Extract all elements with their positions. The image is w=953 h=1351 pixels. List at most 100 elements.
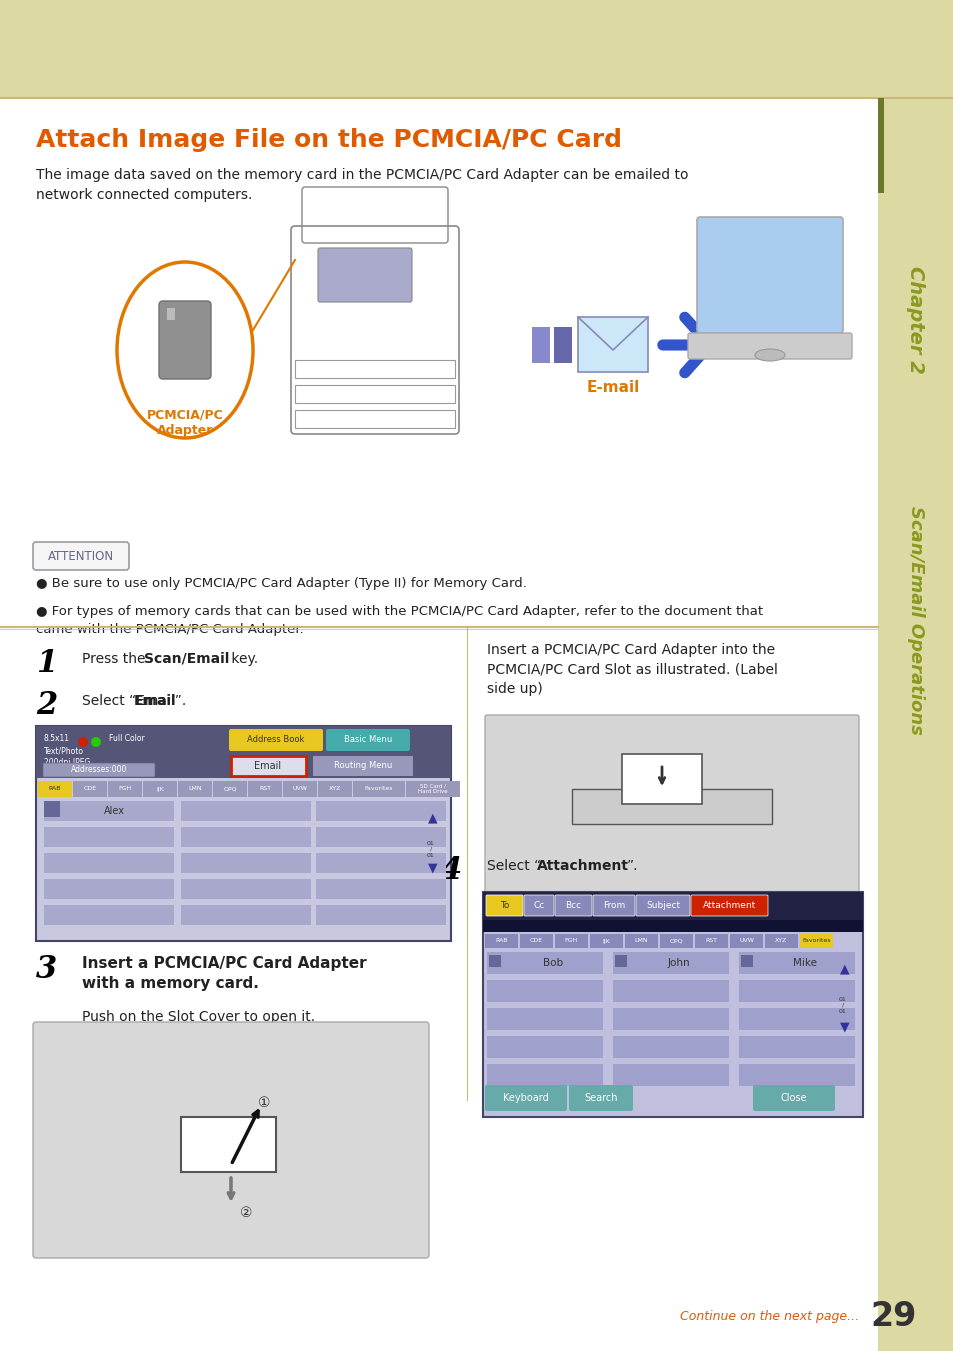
Bar bbox=[44, 801, 60, 817]
Text: Cc: Cc bbox=[533, 901, 544, 911]
Text: To: To bbox=[499, 901, 509, 911]
Bar bbox=[283, 781, 316, 797]
Bar bbox=[0, 0, 953, 99]
Bar bbox=[213, 781, 247, 797]
Text: Favorites: Favorites bbox=[364, 786, 393, 792]
Text: XYZ: XYZ bbox=[329, 786, 341, 792]
FancyBboxPatch shape bbox=[687, 332, 851, 359]
Bar bbox=[181, 1117, 275, 1173]
Text: Text/Photo: Text/Photo bbox=[44, 746, 84, 755]
Bar bbox=[73, 781, 107, 797]
Bar bbox=[739, 952, 854, 974]
Text: Email: Email bbox=[133, 694, 176, 708]
Bar bbox=[353, 781, 405, 797]
Text: Search: Search bbox=[583, 1093, 618, 1102]
Bar bbox=[143, 781, 177, 797]
Text: RAB: RAB bbox=[49, 786, 61, 792]
Text: 01
/
01: 01 / 01 bbox=[427, 842, 435, 858]
Bar bbox=[532, 327, 550, 363]
Bar bbox=[294, 409, 455, 428]
Text: 8.5x11: 8.5x11 bbox=[44, 734, 70, 743]
Text: ②: ② bbox=[239, 1206, 252, 1220]
Text: LMN: LMN bbox=[634, 939, 648, 943]
Text: 29: 29 bbox=[869, 1300, 916, 1333]
Bar bbox=[167, 308, 174, 320]
Text: Addresses:000: Addresses:000 bbox=[71, 766, 127, 774]
Text: Mike: Mike bbox=[792, 958, 816, 969]
Text: OPQ: OPQ bbox=[223, 786, 236, 792]
Bar bbox=[484, 934, 517, 948]
Bar bbox=[181, 880, 311, 898]
Bar bbox=[482, 892, 862, 920]
Bar bbox=[181, 905, 311, 925]
Bar bbox=[406, 781, 459, 797]
Bar bbox=[178, 781, 212, 797]
Text: 200dpi JPEG: 200dpi JPEG bbox=[44, 758, 91, 767]
Text: 2: 2 bbox=[36, 690, 57, 721]
Bar bbox=[489, 955, 500, 967]
FancyBboxPatch shape bbox=[229, 730, 323, 751]
Bar bbox=[482, 920, 862, 932]
Bar bbox=[589, 934, 622, 948]
Text: John: John bbox=[667, 958, 690, 969]
Bar bbox=[519, 934, 553, 948]
FancyBboxPatch shape bbox=[159, 301, 211, 380]
Ellipse shape bbox=[117, 262, 253, 438]
Bar bbox=[613, 1065, 728, 1086]
Bar bbox=[554, 327, 572, 363]
FancyBboxPatch shape bbox=[593, 894, 635, 916]
Bar bbox=[740, 955, 752, 967]
Text: UVW: UVW bbox=[293, 786, 307, 792]
Bar bbox=[739, 979, 854, 1002]
Text: XYZ: XYZ bbox=[775, 939, 787, 943]
Bar bbox=[315, 880, 446, 898]
Bar bbox=[44, 880, 173, 898]
Bar bbox=[764, 934, 797, 948]
Bar bbox=[621, 754, 701, 804]
Text: Attachment: Attachment bbox=[702, 901, 756, 911]
Bar bbox=[615, 955, 626, 967]
Bar bbox=[613, 1008, 728, 1029]
Text: ▼: ▼ bbox=[840, 1020, 849, 1034]
Text: E-mail: E-mail bbox=[586, 380, 639, 394]
Text: ”.: ”. bbox=[626, 859, 638, 873]
Bar bbox=[315, 827, 446, 847]
Bar bbox=[800, 934, 832, 948]
FancyBboxPatch shape bbox=[572, 789, 771, 824]
Text: PCMCIA/PC
Adapter: PCMCIA/PC Adapter bbox=[147, 408, 223, 436]
FancyBboxPatch shape bbox=[33, 1021, 429, 1258]
Text: Close: Close bbox=[780, 1093, 806, 1102]
Bar bbox=[181, 827, 311, 847]
FancyBboxPatch shape bbox=[697, 218, 842, 332]
Text: Attachment: Attachment bbox=[537, 859, 628, 873]
FancyBboxPatch shape bbox=[484, 1085, 566, 1111]
Text: Bob: Bob bbox=[542, 958, 562, 969]
Text: Full Color: Full Color bbox=[109, 734, 145, 743]
FancyBboxPatch shape bbox=[43, 763, 154, 777]
Bar bbox=[486, 1008, 602, 1029]
Text: Alex: Alex bbox=[103, 807, 125, 816]
Text: Subject: Subject bbox=[645, 901, 679, 911]
Ellipse shape bbox=[91, 738, 101, 747]
Bar bbox=[315, 852, 446, 873]
FancyBboxPatch shape bbox=[523, 894, 554, 916]
Text: 4: 4 bbox=[440, 855, 462, 886]
Bar bbox=[877, 99, 883, 193]
FancyBboxPatch shape bbox=[485, 894, 522, 916]
FancyBboxPatch shape bbox=[317, 249, 412, 303]
Bar bbox=[729, 934, 762, 948]
Ellipse shape bbox=[754, 349, 784, 361]
Text: RAB: RAB bbox=[495, 939, 507, 943]
Text: Bcc: Bcc bbox=[565, 901, 581, 911]
Bar bbox=[315, 801, 446, 821]
Text: Basic Menu: Basic Menu bbox=[343, 735, 392, 744]
Bar bbox=[44, 801, 173, 821]
Text: Push on the Slot Cover to open it.: Push on the Slot Cover to open it. bbox=[82, 1011, 314, 1024]
Text: OPQ: OPQ bbox=[669, 939, 682, 943]
Text: IJK: IJK bbox=[156, 786, 164, 792]
Bar bbox=[624, 934, 658, 948]
Text: Press the: Press the bbox=[82, 653, 150, 666]
FancyBboxPatch shape bbox=[326, 730, 410, 751]
FancyBboxPatch shape bbox=[33, 542, 129, 570]
Text: Insert a PCMCIA/PC Card Adapter into the
PCMCIA/PC Card Slot as illustrated. (La: Insert a PCMCIA/PC Card Adapter into the… bbox=[486, 643, 777, 696]
